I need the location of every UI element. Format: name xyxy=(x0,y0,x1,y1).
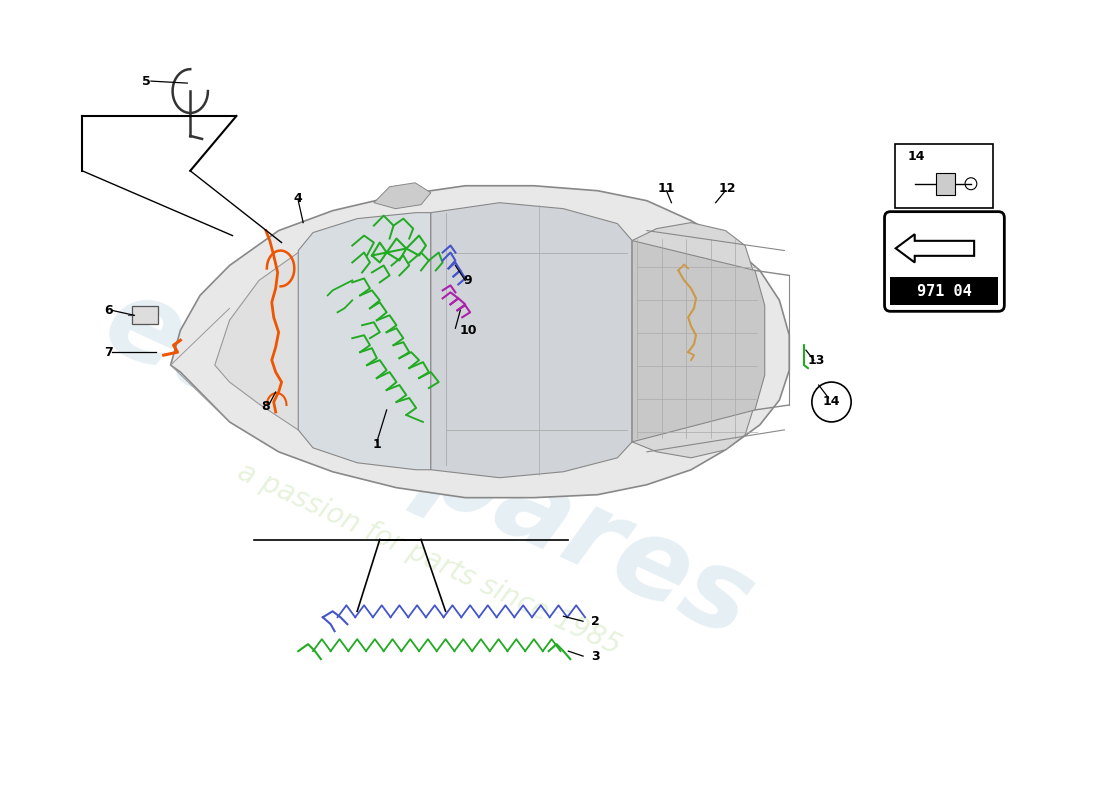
Text: 10: 10 xyxy=(460,324,477,337)
FancyBboxPatch shape xyxy=(890,278,999,306)
Text: 2: 2 xyxy=(592,614,601,628)
Text: 13: 13 xyxy=(807,354,825,366)
Text: 14: 14 xyxy=(908,150,925,163)
FancyBboxPatch shape xyxy=(884,212,1004,311)
FancyArrow shape xyxy=(895,234,975,262)
Polygon shape xyxy=(214,229,416,452)
Text: 1: 1 xyxy=(373,438,382,451)
Text: 7: 7 xyxy=(104,346,113,358)
Polygon shape xyxy=(632,241,764,442)
Text: 8: 8 xyxy=(262,401,271,414)
FancyBboxPatch shape xyxy=(132,306,157,324)
Text: 14: 14 xyxy=(823,395,840,409)
Text: 3: 3 xyxy=(592,650,601,662)
Text: 11: 11 xyxy=(658,182,675,195)
Text: 971 04: 971 04 xyxy=(917,284,971,298)
Polygon shape xyxy=(170,186,790,498)
Text: 4: 4 xyxy=(294,192,302,206)
FancyBboxPatch shape xyxy=(936,173,955,194)
Polygon shape xyxy=(632,222,752,458)
Text: 9: 9 xyxy=(464,274,473,287)
Text: 6: 6 xyxy=(104,304,113,317)
FancyBboxPatch shape xyxy=(895,144,992,208)
Text: 5: 5 xyxy=(142,74,151,88)
Text: eurospares: eurospares xyxy=(88,267,770,661)
Polygon shape xyxy=(431,202,632,478)
Polygon shape xyxy=(298,213,431,470)
Text: 12: 12 xyxy=(718,182,736,195)
Polygon shape xyxy=(374,182,431,209)
Text: a passion for parts since 1985: a passion for parts since 1985 xyxy=(233,458,625,661)
